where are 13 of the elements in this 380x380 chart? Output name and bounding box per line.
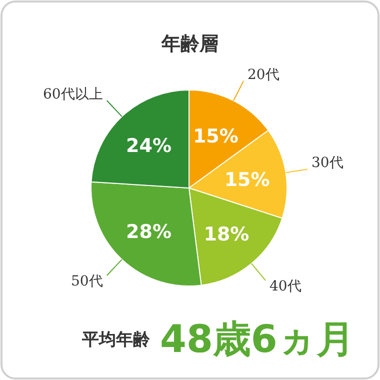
data-label: 15%: [224, 168, 270, 191]
slice-label: 30代: [312, 155, 344, 172]
data-label: 15%: [192, 126, 238, 148]
slice-label: 40代: [269, 278, 302, 294]
data-label: 18%: [204, 223, 250, 246]
slice-label: 20代: [247, 67, 280, 84]
text: 48歳6ヵ月: [160, 317, 354, 361]
data-label: 28%: [126, 220, 172, 243]
slice-label: 60代以上: [43, 86, 103, 103]
chart-title: 年齢層: [160, 33, 218, 55]
text: 平均年齢: [81, 330, 151, 350]
slice-label: 50代: [71, 273, 103, 290]
data-label: 24%: [126, 135, 172, 158]
